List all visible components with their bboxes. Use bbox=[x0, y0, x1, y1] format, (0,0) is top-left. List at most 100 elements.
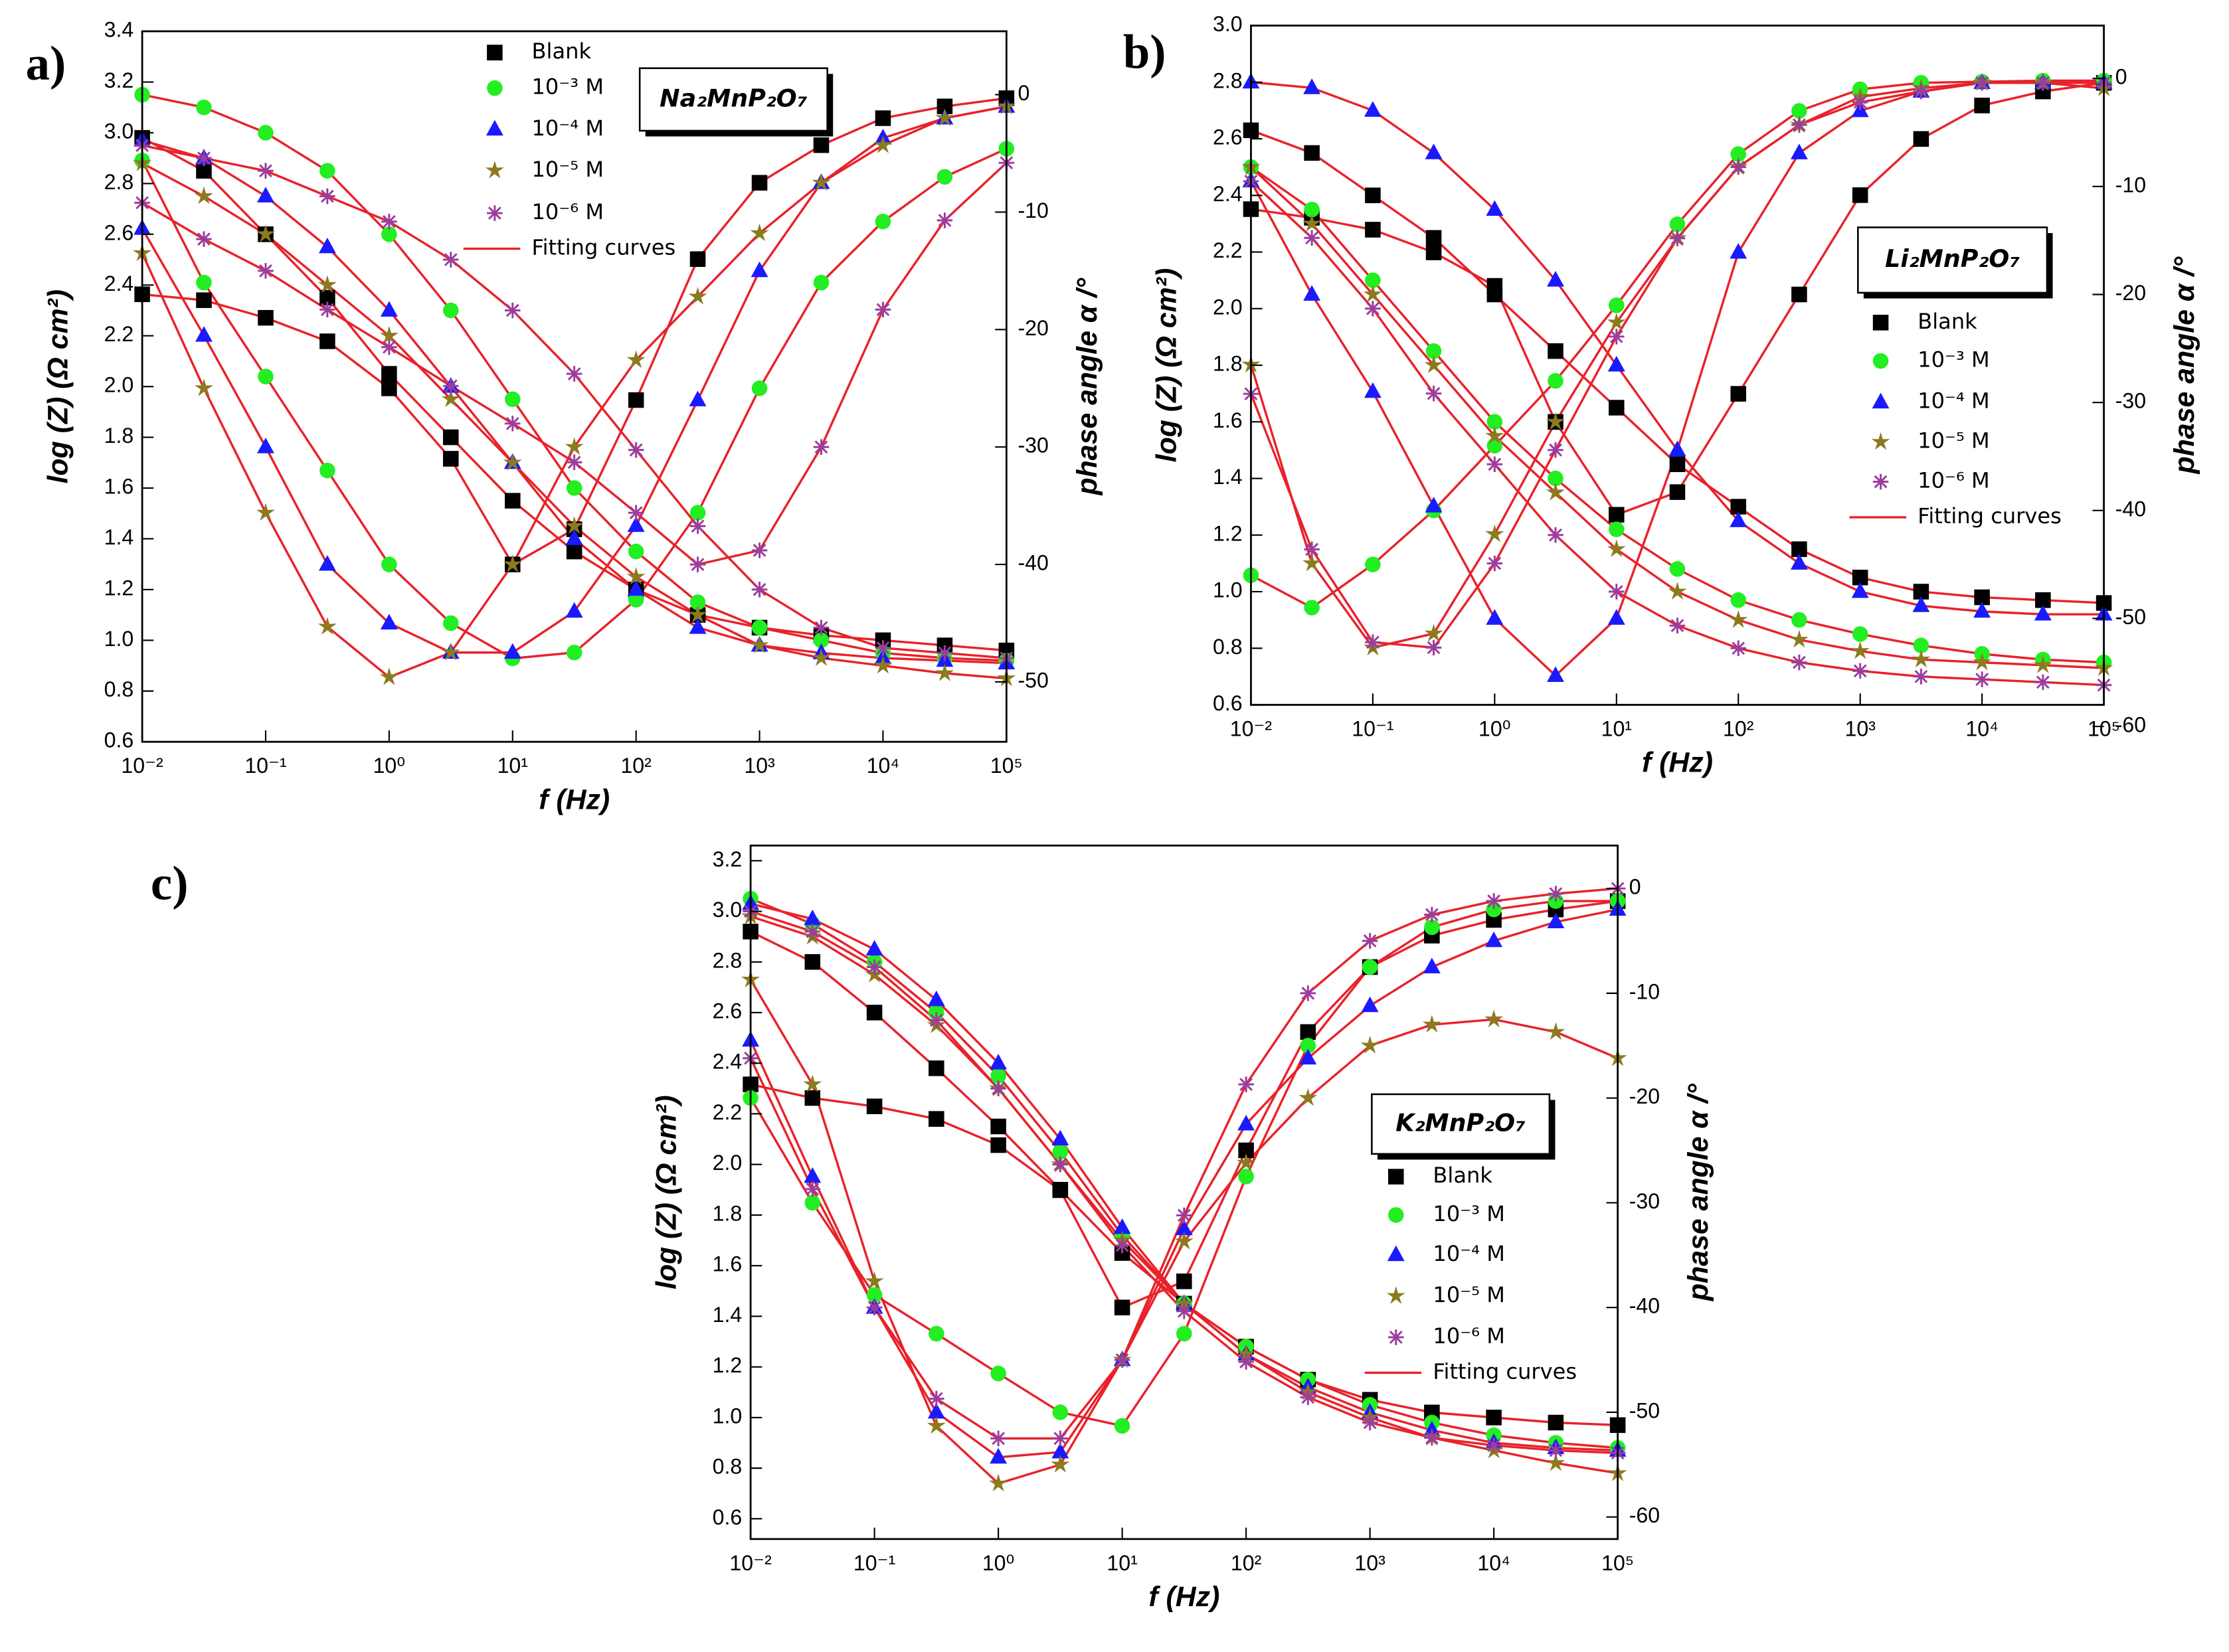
marker bbox=[319, 333, 335, 349]
marker bbox=[1730, 511, 1747, 527]
y2-tick-label: -60 bbox=[1629, 1503, 1660, 1527]
compound-box bbox=[1857, 226, 2048, 294]
marker bbox=[379, 325, 399, 344]
marker bbox=[990, 1447, 1008, 1464]
marker bbox=[1302, 214, 1322, 232]
marker bbox=[989, 1473, 1008, 1492]
marker bbox=[935, 108, 954, 126]
marker bbox=[257, 438, 274, 454]
marker bbox=[1114, 1418, 1130, 1434]
marker bbox=[1484, 1009, 1504, 1028]
marker bbox=[1424, 919, 1440, 936]
marker bbox=[1669, 456, 1686, 472]
y2-tick-label: -20 bbox=[2115, 281, 2146, 305]
x-axis-label: f (Hz) bbox=[1642, 747, 1713, 779]
fit-curve bbox=[750, 915, 1618, 1475]
x-tick-label: 10⁻¹ bbox=[244, 754, 286, 778]
y-tick-label: 0.6 bbox=[713, 1505, 743, 1529]
marker bbox=[929, 1060, 944, 1076]
marker bbox=[503, 554, 522, 573]
y-tick-label: 1.0 bbox=[104, 627, 134, 651]
marker bbox=[487, 80, 503, 96]
x-tick-label: 10⁴ bbox=[867, 754, 900, 778]
marker bbox=[936, 645, 953, 661]
marker bbox=[1913, 637, 1929, 653]
marker bbox=[381, 226, 397, 242]
legend-label: Fitting curves bbox=[532, 235, 676, 260]
marker bbox=[936, 169, 953, 185]
marker bbox=[1175, 1219, 1193, 1236]
legend-label: 10⁻⁶ M bbox=[1917, 468, 1990, 493]
marker bbox=[1298, 1088, 1318, 1106]
y-tick-label: 1.8 bbox=[713, 1201, 743, 1225]
x-tick-label: 10⁵ bbox=[1601, 1551, 1634, 1575]
marker bbox=[442, 252, 459, 268]
legend-label: 10⁻⁴ M bbox=[532, 116, 604, 141]
marker bbox=[257, 187, 274, 203]
marker bbox=[1365, 556, 1381, 572]
x-tick-label: 10¹ bbox=[1107, 1551, 1137, 1575]
x-tick-label: 10¹ bbox=[1601, 717, 1632, 741]
legend-label: Blank bbox=[1917, 309, 1977, 334]
marker bbox=[1174, 1293, 1194, 1312]
marker bbox=[866, 959, 883, 975]
marker bbox=[1609, 297, 1625, 313]
marker bbox=[1363, 284, 1382, 303]
marker bbox=[751, 175, 768, 191]
marker bbox=[1304, 145, 1320, 161]
marker bbox=[1609, 584, 1625, 600]
marker bbox=[196, 292, 212, 308]
marker bbox=[1609, 400, 1625, 416]
y2-tick-label: -50 bbox=[1018, 668, 1048, 692]
marker bbox=[258, 163, 274, 179]
marker bbox=[1387, 1169, 1404, 1185]
fit-curve bbox=[1250, 79, 2104, 610]
marker bbox=[1176, 1303, 1192, 1319]
marker bbox=[2035, 674, 2051, 691]
x-tick-label: 10⁻² bbox=[1230, 717, 1273, 741]
marker bbox=[1300, 985, 1316, 1001]
marker bbox=[1425, 343, 1442, 359]
marker bbox=[1424, 623, 1443, 642]
marker bbox=[1362, 959, 1378, 975]
y-tick-label: 3.2 bbox=[713, 847, 743, 871]
marker bbox=[1548, 886, 1564, 902]
y-tick-label: 0.8 bbox=[104, 677, 134, 701]
legend-label: 10⁻³ M bbox=[532, 74, 604, 100]
marker bbox=[1871, 432, 1890, 450]
y2-tick-label: -10 bbox=[1629, 979, 1660, 1003]
y-tick-label: 3.0 bbox=[713, 898, 743, 922]
marker bbox=[1730, 499, 1747, 515]
marker bbox=[487, 205, 503, 221]
x-tick-label: 10⁵ bbox=[2088, 717, 2120, 741]
marker bbox=[626, 567, 646, 585]
legend-label: 10⁻⁶ M bbox=[1433, 1323, 1505, 1349]
marker bbox=[1365, 634, 1381, 650]
marker bbox=[1913, 584, 1929, 600]
marker bbox=[1790, 554, 1808, 570]
legend-label: 10⁻⁵ M bbox=[532, 157, 604, 182]
legend-label: 10⁻³ M bbox=[1917, 347, 1990, 372]
marker bbox=[1852, 626, 1868, 642]
marker bbox=[504, 416, 521, 432]
marker bbox=[1113, 1218, 1131, 1234]
marker bbox=[442, 429, 459, 446]
marker bbox=[751, 261, 768, 278]
marker bbox=[196, 231, 212, 247]
marker bbox=[1114, 1299, 1130, 1315]
marker bbox=[194, 186, 213, 205]
marker bbox=[485, 161, 504, 179]
marker bbox=[1114, 1352, 1130, 1368]
marker bbox=[2033, 655, 2052, 673]
marker bbox=[1548, 343, 1563, 359]
marker bbox=[1547, 912, 1565, 929]
marker bbox=[927, 990, 945, 1007]
y2-tick-label: -50 bbox=[1629, 1398, 1660, 1422]
marker bbox=[751, 542, 768, 558]
marker bbox=[319, 301, 335, 318]
y2-tick-label: -40 bbox=[1629, 1294, 1660, 1318]
marker bbox=[1174, 1232, 1194, 1250]
y-tick-label: 0.8 bbox=[713, 1455, 743, 1479]
marker bbox=[929, 1390, 944, 1407]
marker bbox=[936, 98, 953, 115]
